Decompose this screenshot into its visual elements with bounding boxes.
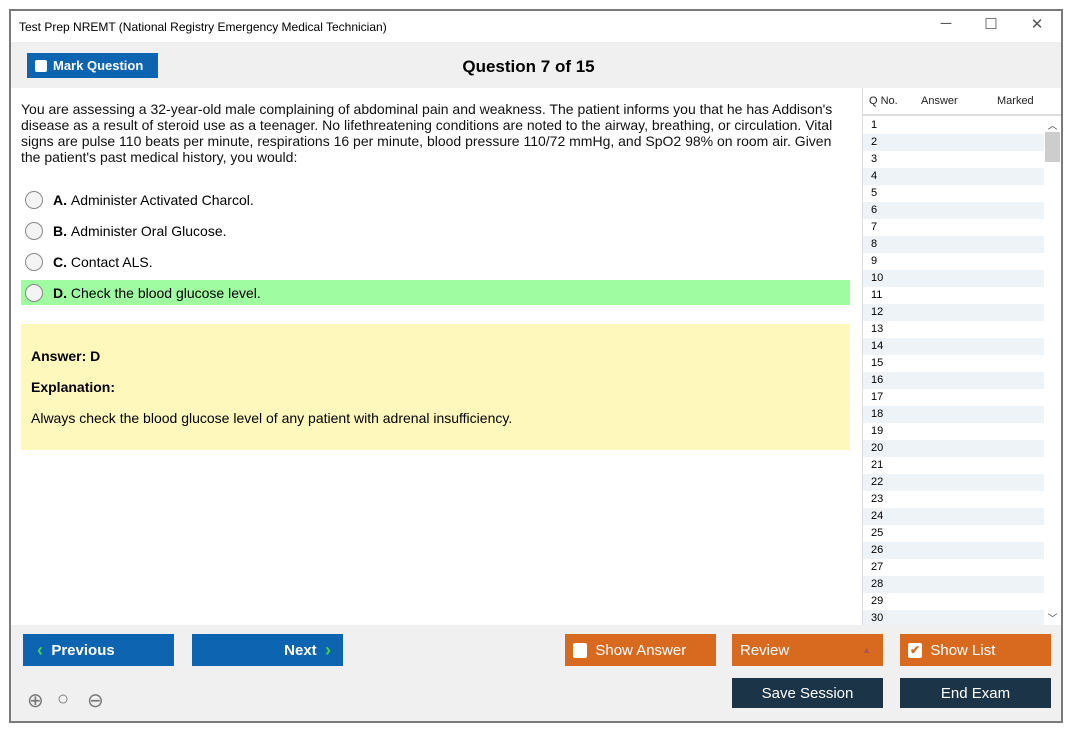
next-button[interactable]: Next › [192,634,343,666]
option-c[interactable]: C. Contact ALS. [21,249,850,274]
previous-button[interactable]: ‹ Previous [23,634,174,666]
bottom-bar: ‹ Previous Next › Show Answer Review ▲ ✔ … [11,625,1061,721]
list-row[interactable]: 30 [863,610,1044,627]
list-row[interactable]: 25 [871,527,884,539]
list-row[interactable]: 7 [871,221,878,233]
list-row[interactable]: 17 [871,391,884,403]
option-b[interactable]: B. Administer Oral Glucose. [21,218,850,243]
option-a[interactable]: A. Administer Activated Charcol. [21,187,850,212]
scroll-thumb[interactable] [1045,132,1060,162]
list-row[interactable]: 26 [863,542,1044,559]
list-row[interactable]: 1 [871,119,878,131]
list-row[interactable]: 13 [871,323,884,335]
review-dropdown[interactable]: Review ▲ [732,634,883,666]
option-text: Contact ALS. [70,253,153,270]
checkbox-icon [35,59,47,72]
list-row[interactable]: 16 [863,372,1044,389]
previous-label: Previous [51,641,115,659]
toolbar: Mark Question Question 7 of 15 [11,42,1061,88]
list-header: Q No. Answer Marked [863,88,1061,116]
header-qno[interactable]: Q No. [869,95,898,107]
scrollbar[interactable]: ︿ ﹀ [1044,117,1061,625]
list-row[interactable]: 8 [863,236,1044,253]
scroll-up-icon[interactable]: ︿ [1047,121,1058,132]
review-label: Review [740,641,790,659]
answer-label: Answer: D [31,348,101,364]
list-row[interactable]: 24 [863,508,1044,525]
list-row[interactable]: 11 [871,289,883,301]
end-exam-button[interactable]: End Exam [900,678,1051,708]
chevron-left-icon: ‹ [37,639,43,660]
list-row[interactable]: 28 [863,576,1044,593]
radio-icon[interactable] [25,221,43,240]
list-row[interactable]: 5 [871,187,878,199]
question-area: You are assessing a 32-year-old male com… [11,88,861,625]
option-text: Administer Oral Glucose. [70,222,227,239]
list-row[interactable]: 2 [863,134,1044,151]
zoom-in-icon[interactable]: ⊕ [27,690,44,712]
show-answer-button[interactable]: Show Answer [565,634,716,666]
title-bar: Test Prep NREMT (National Registry Emerg… [11,11,1061,42]
option-text: Check the blood glucose level. [70,284,261,301]
list-row[interactable]: 21 [871,459,884,471]
list-row[interactable]: 20 [863,440,1044,457]
show-list-button[interactable]: ✔ Show List [900,634,1051,666]
header-answer[interactable]: Answer [921,95,958,107]
option-letter: A. [53,191,67,208]
option-letter: C. [53,253,67,270]
list-row[interactable]: 6 [863,202,1044,219]
option-d[interactable]: D. Check the blood glucose level. [21,280,850,305]
question-text: You are assessing a 32-year-old male com… [21,101,833,165]
list-row[interactable]: 14 [863,338,1044,355]
zoom-reset-icon[interactable]: ○ [57,688,70,710]
answer-box: Answer: D Explanation: Always check the … [21,324,850,450]
mark-question-label: Mark Question [53,58,144,73]
radio-icon[interactable] [25,190,43,209]
app-window: Test Prep NREMT (National Registry Emerg… [9,9,1063,723]
option-text: Administer Activated Charcol. [70,191,254,208]
explanation-text: Always check the blood glucose level of … [31,410,513,426]
question-counter: Question 7 of 15 [462,57,595,76]
show-answer-label: Show Answer [595,641,687,659]
question-list: Q No. Answer Marked 1 2 3 4 5 6 7 8 9 10 11 12 13 14 1… [862,88,1061,627]
list-row[interactable]: 29 [871,595,884,607]
list-row[interactable]: 9 [871,255,878,267]
radio-icon[interactable] [25,283,43,302]
checked-checkbox-icon[interactable]: ✔ [908,642,922,658]
list-row[interactable]: 22 [863,474,1044,491]
list-row[interactable]: 19 [871,425,884,437]
next-label: Next [284,641,317,659]
minimize-button[interactable]: ─ [940,15,952,32]
checkbox-icon[interactable] [573,642,587,658]
list-row[interactable]: 27 [871,561,884,573]
scroll-down-icon[interactable]: ﹀ [1047,614,1058,625]
maximize-button[interactable]: ☐ [984,16,998,33]
chevron-right-icon: › [325,639,331,660]
list-row[interactable]: 10 [863,270,1044,287]
triangle-up-icon: ▲ [862,645,871,655]
option-letter: B. [53,222,67,239]
save-session-button[interactable]: Save Session [732,678,883,708]
list-row[interactable]: 3 [871,153,878,165]
list-row[interactable]: 18 [863,406,1044,423]
close-button[interactable]: ✕ [1030,16,1044,33]
radio-icon[interactable] [25,252,43,271]
list-row[interactable]: 12 [863,304,1044,321]
header-marked[interactable]: Marked [997,95,1034,107]
list-row[interactable]: 23 [871,493,884,505]
list-row[interactable]: 4 [863,168,1044,185]
explanation-label: Explanation: [31,379,116,395]
window-title: Test Prep NREMT (National Registry Emerg… [19,20,387,34]
show-list-label: Show List [930,641,996,659]
list-row[interactable]: 15 [871,357,884,369]
option-letter: D. [53,284,67,301]
list-rows: 1 2 3 4 5 6 7 8 9 10 11 12 13 14 15 16 17 18 19 20 21 22 23 24 2… [863,117,1044,627]
zoom-out-icon[interactable]: ⊖ [87,690,104,712]
mark-question-button[interactable]: Mark Question [27,53,158,78]
